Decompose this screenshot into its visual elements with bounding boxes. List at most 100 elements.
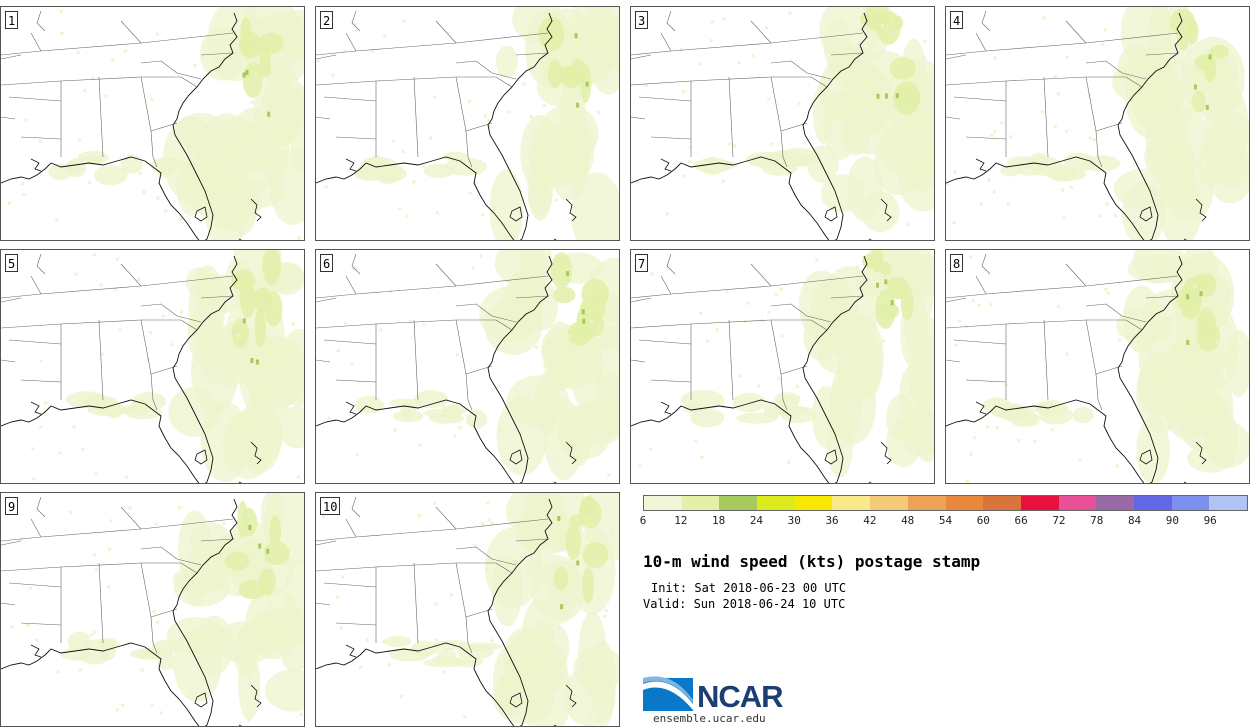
- wind-field: [636, 7, 934, 233]
- colorbar-tick-label: 30: [787, 514, 801, 527]
- delta-outline: [975, 401, 987, 415]
- colorbar-swatch: [1058, 496, 1097, 510]
- colorbar-tick-label: 66: [1014, 514, 1028, 527]
- wind-field: [31, 250, 304, 483]
- island-outline: [880, 198, 892, 222]
- member-label: 6: [320, 254, 334, 272]
- colorbar-swatch: [1020, 496, 1059, 510]
- coastline: [1, 255, 238, 483]
- lake-okeechobee: [1139, 206, 1153, 222]
- map-plot: [1, 250, 304, 483]
- island-outline: [250, 198, 262, 222]
- member-label: 7: [635, 254, 649, 272]
- colorbar-swatch: [757, 496, 795, 510]
- colorbar-tick-label: 6: [639, 514, 647, 527]
- map-panel-6: 6: [315, 249, 620, 484]
- map-panel-7: 7: [630, 249, 935, 484]
- coastline: [1, 498, 238, 726]
- colorbar-swatch: [832, 496, 871, 510]
- wind-field: [318, 493, 619, 726]
- island-outline: [238, 724, 242, 726]
- wind-field: [10, 493, 304, 722]
- colorbar-tick-label: 12: [674, 514, 688, 527]
- map-panel-3: 3: [630, 6, 935, 241]
- delta-outline: [30, 401, 42, 415]
- island-outline: [565, 441, 577, 465]
- island-outline: [565, 684, 577, 708]
- colorbar-swatch: [1096, 496, 1134, 510]
- island-outline: [553, 481, 557, 483]
- island-outline: [1195, 198, 1207, 222]
- coastline: [946, 12, 1183, 240]
- island-outline: [868, 481, 872, 483]
- member-label: 10: [320, 497, 341, 515]
- colorbar-tick-label: 54: [938, 514, 953, 527]
- colorbar-tick-label: 72: [1052, 514, 1066, 527]
- colorbar-tick-label: 42: [863, 514, 877, 527]
- wind-field: [637, 250, 934, 478]
- wind-field: [327, 250, 619, 481]
- colorbar: [643, 495, 1248, 511]
- state-borders: [946, 253, 1179, 411]
- member-label: 3: [635, 11, 649, 29]
- map-panel-5: 5: [0, 249, 305, 484]
- map-plot: [316, 493, 619, 726]
- island-outline: [1195, 441, 1207, 465]
- colorbar-tick-label: 36: [825, 514, 839, 527]
- wind-field: [946, 7, 1249, 240]
- island-outline: [880, 441, 892, 465]
- member-label: 1: [5, 11, 19, 29]
- member-label: 4: [950, 11, 964, 29]
- logo-url: ensemble.ucar.edu: [653, 712, 766, 725]
- colorbar-swatch: [1133, 496, 1172, 510]
- state-borders: [631, 253, 864, 411]
- map-panel-4: 4: [945, 6, 1250, 241]
- init-time: Init: Sat 2018-06-23 00 UTC: [651, 581, 847, 595]
- lake-okeechobee: [194, 692, 208, 708]
- lake-okeechobee: [509, 449, 523, 465]
- delta-outline: [345, 401, 357, 415]
- state-borders: [1, 10, 234, 168]
- colorbar-swatch: [719, 496, 758, 510]
- island-outline: [250, 684, 262, 708]
- coastline: [946, 255, 1183, 483]
- wind-field: [316, 7, 619, 240]
- member-label: 8: [950, 254, 964, 272]
- island-outline: [1183, 481, 1187, 483]
- member-label: 9: [5, 497, 19, 515]
- coastline: [631, 255, 868, 483]
- colorbar-swatch: [983, 496, 1021, 510]
- coastline: [316, 498, 553, 726]
- colorbar-swatch: [1171, 496, 1210, 510]
- map-plot: [946, 7, 1249, 240]
- colorbar-swatch: [794, 496, 833, 510]
- island-outline: [565, 198, 577, 222]
- island-outline: [250, 441, 262, 465]
- map-plot: [1, 7, 304, 240]
- colorbar-tick-label: 48: [901, 514, 915, 527]
- map-plot: [316, 250, 619, 483]
- colorbar-swatch: [1209, 496, 1247, 510]
- logo-name: NCAR: [697, 679, 784, 714]
- delta-outline: [660, 401, 672, 415]
- delta-outline: [345, 158, 357, 172]
- chart-title: 10-m wind speed (kts) postage stamp: [643, 552, 981, 571]
- map-plot: [631, 250, 934, 483]
- coastline: [631, 12, 868, 240]
- colorbar-swatch: [945, 496, 984, 510]
- delta-outline: [345, 644, 357, 658]
- colorbar-tick-label: 78: [1090, 514, 1104, 527]
- colorbar-swatch: [644, 496, 682, 510]
- lake-okeechobee: [1139, 449, 1153, 465]
- delta-outline: [975, 158, 987, 172]
- state-borders: [1, 253, 234, 411]
- colorbar-swatch: [681, 496, 720, 510]
- wind-field: [954, 250, 1249, 483]
- map-plot: [316, 7, 619, 240]
- state-borders: [1, 496, 234, 654]
- map-panel-1: 1: [0, 6, 305, 241]
- state-borders: [316, 253, 549, 411]
- delta-outline: [30, 158, 42, 172]
- lake-okeechobee: [509, 206, 523, 222]
- ncar-logo-icon: [643, 676, 693, 711]
